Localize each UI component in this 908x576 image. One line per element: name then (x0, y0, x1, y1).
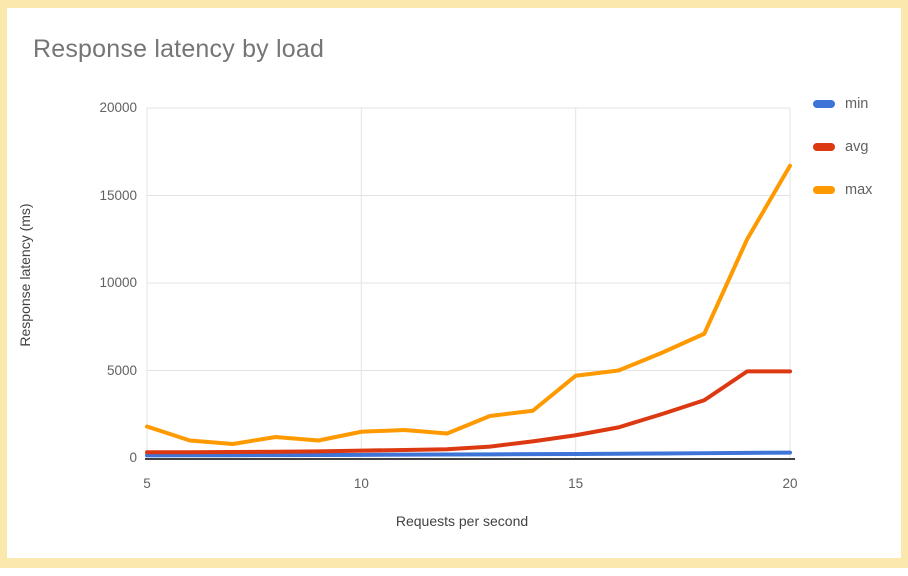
y-tick-label: 15000 (99, 187, 137, 203)
legend-label-min: min (845, 96, 869, 112)
legend-label-avg: avg (845, 139, 869, 155)
legend-swatch-max (813, 186, 835, 194)
series-line-avg (145, 369, 792, 455)
legend-label-max: max (845, 182, 873, 198)
legend-item-max: max (813, 181, 872, 199)
series-line-min (145, 450, 792, 458)
plot-area (145, 107, 795, 460)
series-line-max (145, 163, 792, 446)
y-tick-label: 10000 (99, 275, 137, 290)
legend-swatch-avg (813, 143, 835, 151)
x-tick-label: 20 (782, 476, 798, 491)
legend: min avg max (813, 95, 872, 224)
y-tick-label: 0 (129, 450, 137, 465)
chart-title: Response latency by load (33, 35, 325, 63)
y-tick-label: 5000 (106, 362, 137, 378)
x-tick-label: 5 (143, 476, 151, 491)
legend-item-min: min (813, 95, 872, 113)
x-axis-title: Requests per second (395, 513, 529, 529)
y-tick-label: 20000 (99, 100, 137, 115)
legend-item-avg: avg (813, 138, 872, 156)
y-axis-title: Response latency (ms) (17, 203, 33, 347)
x-tick-label: 10 (353, 476, 369, 491)
legend-swatch-min (813, 100, 835, 108)
x-tick-label: 15 (568, 476, 584, 491)
